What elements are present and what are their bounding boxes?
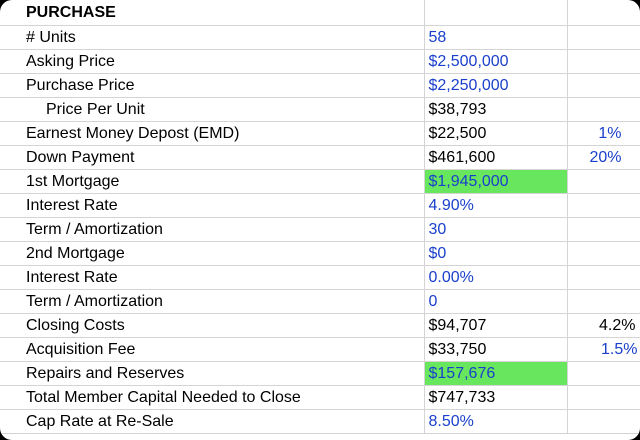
percent-cell[interactable] xyxy=(567,361,640,386)
label-cell[interactable]: Total Member Capital Needed to Close xyxy=(0,385,425,410)
percent-cell[interactable] xyxy=(567,241,640,266)
table-row-interest-rate-1: Interest Rate 4.90% xyxy=(0,193,640,218)
label-cell[interactable]: Cap Rate at Re-Sale xyxy=(0,409,425,434)
value-cell[interactable]: $0 xyxy=(424,241,568,266)
label-cell[interactable]: Purchase Price xyxy=(0,73,425,98)
value-cell[interactable]: $22,500 xyxy=(424,121,568,146)
value-cell[interactable]: $33,750 xyxy=(424,337,568,362)
table-row-first-mortgage: 1st Mortgage $1,945,000 xyxy=(0,169,640,194)
percent-cell[interactable] xyxy=(567,409,640,434)
label-cell[interactable]: Acquisition Fee xyxy=(0,337,425,362)
table-row-term-2: Term / Amortization 0 xyxy=(0,289,640,314)
label-cell[interactable]: Repairs and Reserves xyxy=(0,361,425,386)
value-cell[interactable]: $94,707 xyxy=(424,313,568,338)
table-row-second-mortgage: 2nd Mortgage $0 xyxy=(0,241,640,266)
label-cell[interactable]: Down Payment xyxy=(0,145,425,170)
label-cell[interactable]: Term / Amortization xyxy=(0,289,425,314)
percent-cell[interactable] xyxy=(567,193,640,218)
percent-cell[interactable] xyxy=(567,49,640,74)
table-row-acquisition-fee: Acquisition Fee $33,750 1.5% xyxy=(0,337,640,362)
percent-cell[interactable] xyxy=(567,0,640,26)
percent-cell[interactable] xyxy=(567,169,640,194)
percent-cell[interactable]: 20% xyxy=(567,145,640,170)
percent-cell[interactable] xyxy=(567,25,640,50)
percent-cell[interactable] xyxy=(567,265,640,290)
table-row-header: PURCHASE xyxy=(0,0,640,26)
table-row-cap-rate: Cap Rate at Re-Sale 8.50% xyxy=(0,409,640,434)
value-cell[interactable]: 4.90% xyxy=(424,193,568,218)
value-cell[interactable]: 0 xyxy=(424,289,568,314)
value-cell[interactable]: $1,945,000 xyxy=(424,169,568,194)
label-cell[interactable]: # Units xyxy=(0,25,425,50)
label-cell[interactable]: Price Per Unit xyxy=(0,97,425,122)
percent-cell[interactable] xyxy=(567,289,640,314)
value-cell[interactable]: $38,793 xyxy=(424,97,568,122)
value-cell[interactable]: 30 xyxy=(424,217,568,242)
table-row-units: # Units 58 xyxy=(0,25,640,50)
value-cell[interactable]: $157,676 xyxy=(424,361,568,386)
value-cell[interactable]: 58 xyxy=(424,25,568,50)
table-row-total-capital: Total Member Capital Needed to Close $74… xyxy=(0,385,640,410)
value-cell[interactable]: $747,733 xyxy=(424,385,568,410)
label-cell[interactable]: 1st Mortgage xyxy=(0,169,425,194)
value-cell[interactable]: $2,250,000 xyxy=(424,73,568,98)
percent-cell[interactable]: 1.5% xyxy=(567,337,640,362)
percent-cell[interactable] xyxy=(567,385,640,410)
label-cell[interactable]: Earnest Money Depost (EMD) xyxy=(0,121,425,146)
label-cell[interactable]: 2nd Mortgage xyxy=(0,241,425,266)
percent-cell[interactable]: 1% xyxy=(567,121,640,146)
percent-cell[interactable] xyxy=(567,73,640,98)
table-row-asking-price: Asking Price $2,500,000 xyxy=(0,49,640,74)
percent-cell[interactable]: 4.2% xyxy=(567,313,640,338)
table-row-closing-costs: Closing Costs $94,707 4.2% xyxy=(0,313,640,338)
label-cell[interactable]: Term / Amortization xyxy=(0,217,425,242)
table-row-purchase-price: Purchase Price $2,250,000 xyxy=(0,73,640,98)
table-row-repairs-reserves: Repairs and Reserves $157,676 xyxy=(0,361,640,386)
table-row-down-payment: Down Payment $461,600 20% xyxy=(0,145,640,170)
percent-cell[interactable] xyxy=(567,97,640,122)
value-cell[interactable]: $461,600 xyxy=(424,145,568,170)
label-cell[interactable]: Interest Rate xyxy=(0,193,425,218)
section-header[interactable]: PURCHASE xyxy=(0,0,425,26)
label-cell[interactable]: Interest Rate xyxy=(0,265,425,290)
label-cell[interactable]: Asking Price xyxy=(0,49,425,74)
value-cell[interactable]: $2,500,000 xyxy=(424,49,568,74)
value-cell[interactable] xyxy=(424,0,568,26)
value-cell[interactable]: 8.50% xyxy=(424,409,568,434)
table-row-interest-rate-2: Interest Rate 0.00% xyxy=(0,265,640,290)
table-row-price-per-unit: Price Per Unit $38,793 xyxy=(0,97,640,122)
percent-cell[interactable] xyxy=(567,217,640,242)
label-cell[interactable]: Closing Costs xyxy=(0,313,425,338)
value-cell[interactable]: 0.00% xyxy=(424,265,568,290)
table-row-emd: Earnest Money Depost (EMD) $22,500 1% xyxy=(0,121,640,146)
table-row-term-1: Term / Amortization 30 xyxy=(0,217,640,242)
